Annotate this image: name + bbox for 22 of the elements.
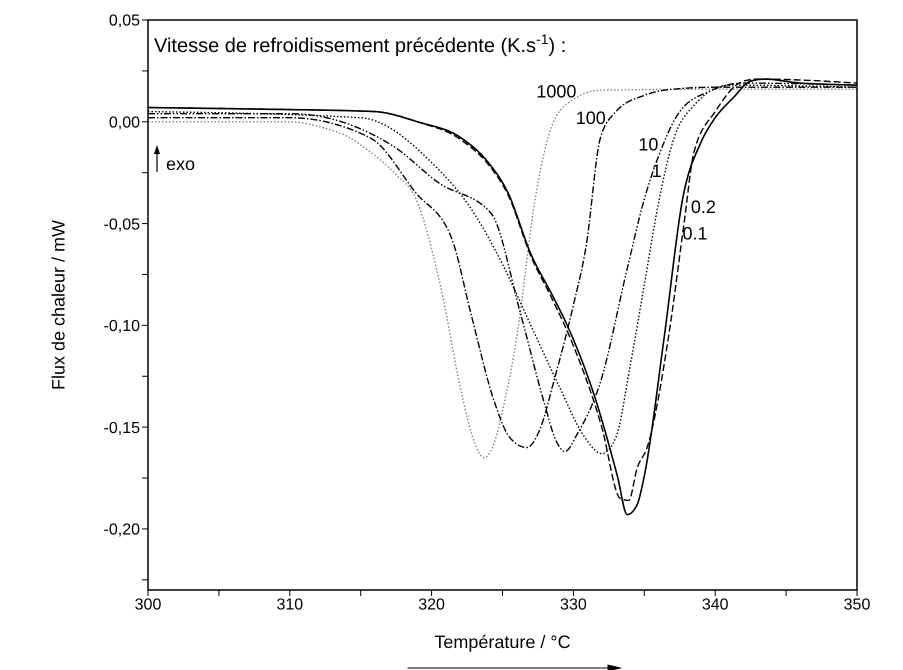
y-tick-label: -0,10 — [104, 318, 140, 336]
series-label: 0.1 — [682, 224, 708, 244]
series-label: 10 — [638, 134, 658, 154]
series-label: 1 — [652, 160, 662, 181]
x-tick-label: 330 — [560, 596, 587, 614]
series-label: 1000 — [536, 81, 576, 102]
x-axis-title: Température / °C — [434, 632, 571, 652]
y-tick-label: -0,20 — [104, 522, 140, 539]
y-tick-label: -0,15 — [104, 420, 140, 437]
series-label: 100 — [576, 108, 606, 128]
x-tick-label: 300 — [134, 596, 162, 614]
series-label: 0.2 — [690, 197, 716, 218]
annotation: exo — [166, 154, 196, 174]
x-tick-label: 340 — [702, 596, 729, 614]
legend-title: Vitesse de refroidissement précédente (K.s$^{-1}$) : — [154, 31, 566, 57]
x-tick-label: 320 — [418, 596, 446, 614]
y-tick-label: -0,05 — [104, 216, 140, 234]
y-tick-label: 0,00 — [108, 114, 140, 132]
y-tick-label: 0,05 — [108, 12, 140, 30]
y-axis-title: Flux de chaleur / mW — [48, 220, 68, 390]
x-tick-label: 310 — [276, 596, 304, 614]
x-tick-label: 350 — [844, 596, 870, 614]
